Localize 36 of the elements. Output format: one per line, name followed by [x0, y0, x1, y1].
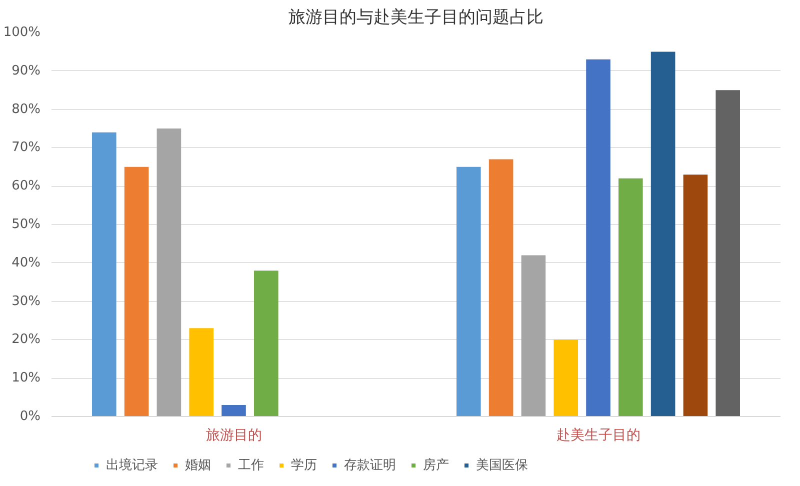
legend-label: 存款证明 — [344, 457, 396, 474]
bar — [254, 270, 278, 416]
bar — [456, 166, 481, 416]
y-tick-label: 20% — [12, 332, 41, 348]
bar — [618, 178, 643, 416]
bar — [156, 128, 182, 416]
y-tick-label: 30% — [12, 294, 41, 309]
bar — [521, 255, 546, 416]
bar — [92, 132, 116, 416]
legend-label: 学历 — [291, 457, 317, 474]
y-tick-label: 60% — [12, 178, 41, 194]
bar — [586, 59, 610, 416]
legend-label: 美国医保 — [476, 457, 528, 474]
bar — [716, 90, 740, 416]
bar — [554, 340, 578, 416]
y-tick-label: 90% — [12, 63, 41, 78]
y-tick-label: 50% — [12, 217, 41, 232]
bar — [683, 174, 708, 416]
bar — [222, 404, 246, 416]
bar — [124, 166, 149, 416]
bar — [650, 52, 676, 416]
legend-label: 出境记录 — [106, 457, 158, 474]
legend-label: 婚姻 — [185, 457, 211, 474]
y-tick-label: 10% — [12, 370, 41, 386]
y-tick-label: 70% — [12, 140, 41, 156]
y-tick-label: 0% — [20, 409, 40, 424]
chart-title: 旅游目的与赴美生子目的问题占比 — [288, 8, 544, 28]
y-tick-label: 100% — [3, 25, 41, 40]
x-tick-label: 赴美生子目的 — [556, 428, 640, 444]
bar — [189, 328, 214, 416]
x-tick-label: 旅游目的 — [206, 428, 262, 444]
legend-label: 工作 — [238, 457, 264, 474]
y-tick-label: 40% — [12, 255, 41, 270]
legend-label: 房产 — [423, 457, 449, 474]
y-tick-label: 80% — [12, 102, 41, 117]
bar — [488, 159, 514, 416]
